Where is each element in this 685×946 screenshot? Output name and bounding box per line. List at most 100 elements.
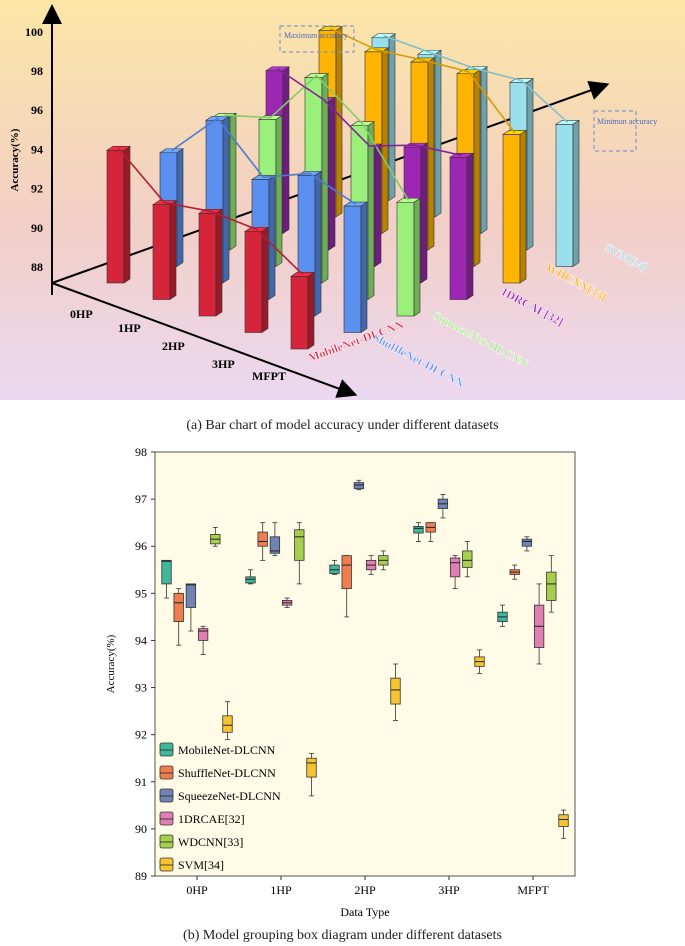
x-tick-label: 0HP bbox=[186, 883, 208, 897]
box-body bbox=[390, 677, 401, 705]
y-tick-label: 98 bbox=[135, 445, 147, 459]
bar-side bbox=[519, 129, 527, 284]
y-tick-label: 92 bbox=[135, 728, 147, 742]
box-body bbox=[222, 715, 233, 733]
x-ticks: 0HP 1HP 2HP 3HP MFPT bbox=[186, 876, 549, 897]
box-body bbox=[257, 531, 268, 547]
y-tick-label: 94 bbox=[31, 142, 43, 156]
x-tick-label: 2HP bbox=[354, 883, 376, 897]
box-body bbox=[294, 529, 305, 561]
category-label: 1HP bbox=[118, 321, 141, 335]
bar-side bbox=[374, 143, 382, 268]
bar-side bbox=[307, 271, 315, 350]
caption-a: (a) Bar chart of model accuracy under di… bbox=[186, 418, 499, 433]
legend-label: SVM[34] bbox=[178, 858, 224, 872]
y-tick-label: 98 bbox=[31, 64, 43, 78]
legend-swatch bbox=[159, 857, 174, 872]
bar-side bbox=[572, 119, 580, 268]
box-body bbox=[197, 628, 209, 641]
legend-swatch bbox=[159, 742, 174, 757]
y-tick-label: 96 bbox=[135, 539, 147, 553]
bar-side bbox=[367, 121, 375, 301]
boxes bbox=[161, 479, 569, 839]
series-line bbox=[330, 27, 516, 133]
legend-label: MobileNet-DLCNN bbox=[178, 743, 276, 757]
bar-front bbox=[449, 157, 468, 300]
bar-front bbox=[106, 149, 125, 284]
y-tick-label: 95 bbox=[135, 586, 147, 600]
bar-side bbox=[229, 112, 237, 251]
bar-side bbox=[123, 145, 131, 284]
bar-side bbox=[328, 96, 336, 251]
category-label: MFPT bbox=[252, 369, 286, 383]
bar-side bbox=[321, 73, 329, 284]
bar-side bbox=[314, 170, 322, 317]
box-body bbox=[185, 583, 197, 608]
legend-swatch bbox=[159, 788, 174, 803]
x-tick-label: 1HP bbox=[270, 883, 292, 897]
x-tick-label: MFPT bbox=[517, 883, 549, 897]
legend-label: ShuffleNet-DLCNN bbox=[178, 766, 276, 780]
bar-side bbox=[420, 142, 428, 284]
bar-front bbox=[502, 134, 521, 284]
y-axis-label: Accuracy(%) bbox=[105, 634, 117, 693]
box-body bbox=[462, 550, 473, 568]
legend-label: SqueezeNet-DLCNN bbox=[178, 789, 281, 803]
y-tick-label: 97 bbox=[135, 492, 147, 506]
series-line bbox=[277, 68, 462, 157]
y-tick-label: 94 bbox=[135, 633, 147, 647]
box-body bbox=[341, 555, 352, 590]
bar-side bbox=[282, 66, 290, 235]
category-label: 2HP bbox=[162, 339, 185, 353]
bar-side bbox=[215, 208, 223, 317]
box-body bbox=[521, 538, 533, 547]
annotation-min: Minimun accuracy bbox=[597, 117, 657, 126]
box-body bbox=[245, 576, 256, 584]
category-axis-line bbox=[51, 282, 358, 398]
legend-swatch bbox=[159, 811, 174, 826]
y-tick-label: 93 bbox=[135, 681, 147, 695]
caption-b: (b) Model grouping box diagram under dif… bbox=[183, 928, 502, 943]
box-body bbox=[173, 592, 184, 622]
annotations: Maximum accuracy Minimun accuracy bbox=[279, 25, 657, 152]
y-tick-label: 96 bbox=[31, 103, 43, 117]
bar-side bbox=[169, 200, 177, 301]
y-tick-label: 100 bbox=[25, 25, 43, 39]
bar-front bbox=[555, 124, 574, 267]
bar-front bbox=[198, 213, 217, 317]
bar-side bbox=[335, 25, 343, 218]
x-tick-label: 3HP bbox=[438, 883, 460, 897]
bar-front bbox=[343, 205, 362, 333]
box-body bbox=[413, 526, 424, 534]
bar-side bbox=[473, 69, 481, 268]
y-tick-label: 90 bbox=[135, 822, 147, 836]
bar-side bbox=[176, 148, 184, 268]
bar-front bbox=[244, 231, 263, 333]
y-ticks: 88 90 92 94 96 98 100 bbox=[25, 25, 43, 274]
box-body bbox=[546, 571, 557, 601]
y-tick-label: 92 bbox=[31, 182, 43, 196]
box-body bbox=[353, 482, 365, 490]
y-tick-label: 89 bbox=[135, 869, 147, 883]
series-line bbox=[383, 35, 569, 123]
series-line bbox=[117, 147, 304, 275]
box-body bbox=[161, 559, 172, 585]
legend-swatch bbox=[159, 765, 174, 780]
y-ticks: 89 90 91 92 93 94 95 96 97 98 bbox=[135, 445, 155, 883]
bar-front bbox=[152, 204, 171, 300]
bar-chart-3d: Accuracy(%) 88 90 92 94 96 98 100 0HP 1HP 2HP 3HP… bbox=[0, 0, 685, 400]
y-tick-label: 90 bbox=[31, 221, 43, 235]
x-axis-label: Data Type bbox=[340, 905, 389, 919]
bar-side bbox=[360, 201, 368, 334]
bar-side bbox=[434, 49, 442, 218]
series-lines bbox=[117, 27, 569, 275]
legend-swatch bbox=[159, 834, 174, 849]
bar-side bbox=[261, 226, 269, 334]
box-body bbox=[558, 814, 569, 827]
annotation-max: Maximum accuracy bbox=[284, 31, 348, 40]
bar-side bbox=[275, 114, 283, 268]
plot-area bbox=[154, 451, 576, 877]
category-label: 3HP bbox=[212, 357, 235, 371]
y-tick-label: 88 bbox=[31, 260, 43, 274]
bar-side bbox=[466, 152, 474, 301]
